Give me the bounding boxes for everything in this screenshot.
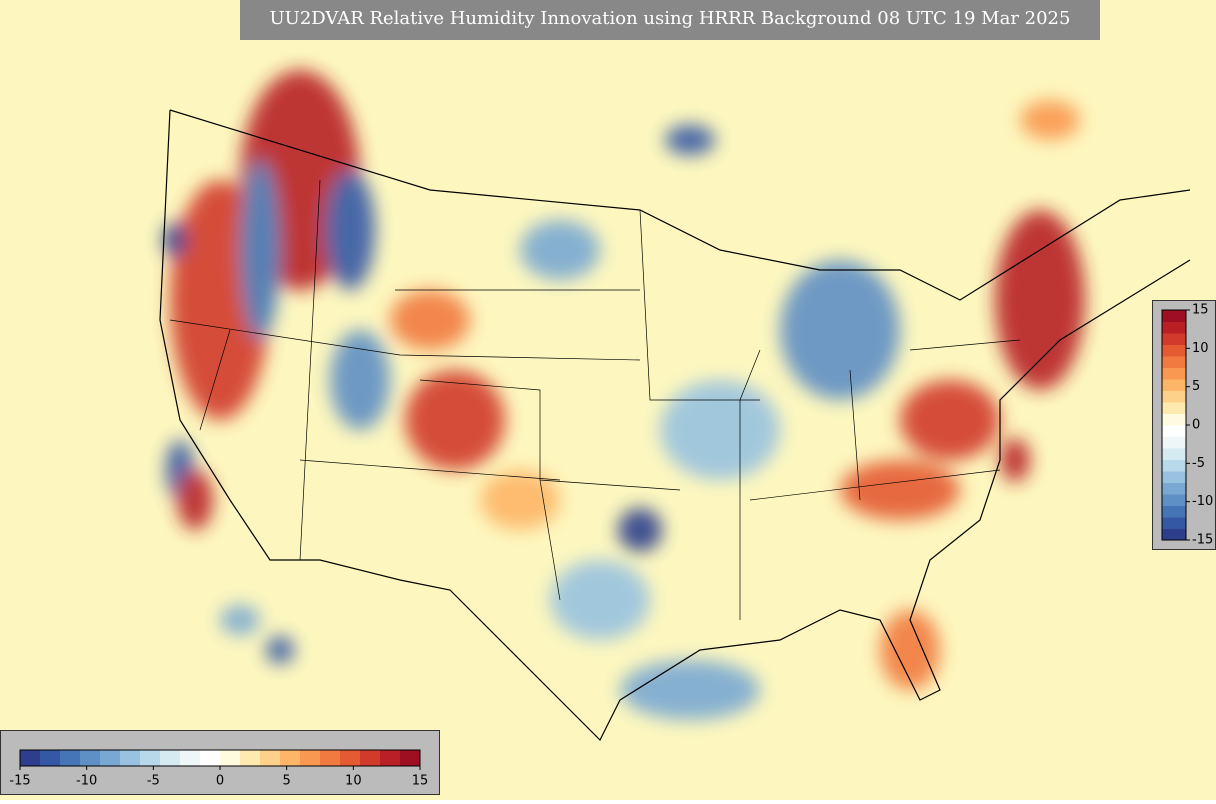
colorbar-segment xyxy=(400,750,421,766)
colorbar-segment xyxy=(60,750,81,766)
colorbar-segment xyxy=(1162,390,1186,403)
tick-label: 5 xyxy=(1192,379,1200,394)
humidity-field xyxy=(163,70,1085,720)
colorbar-segment xyxy=(1162,402,1186,414)
horizontal-colorbar: -15 -10 -5 0 5 10 15 xyxy=(9,749,429,789)
colorbar-segment xyxy=(1162,356,1186,368)
tick-label: -5 xyxy=(147,774,160,789)
colorbar-segment xyxy=(300,750,321,766)
colorbar-segment xyxy=(380,750,401,766)
map-title: UU2DVAR Relative Humidity Innovation usi… xyxy=(270,8,1071,29)
colorbar-segment xyxy=(1162,448,1186,460)
tick-label: -10 xyxy=(76,774,97,789)
colorbar-segment xyxy=(340,750,361,766)
colorbar-segment xyxy=(1162,436,1186,449)
colorbar-segment xyxy=(240,750,261,766)
colorbar-segment xyxy=(260,750,281,766)
tick-label: -10 xyxy=(1192,494,1213,509)
colorbar-segment xyxy=(180,750,201,766)
colorbar-segment xyxy=(1162,517,1186,529)
colorbar-segment xyxy=(220,750,241,766)
colorbar-segment xyxy=(1162,482,1186,495)
colorbar-segment xyxy=(1162,471,1186,483)
colorbar-segment xyxy=(1162,494,1186,506)
colorbar-segment xyxy=(280,750,301,766)
colorbar-segment xyxy=(360,750,381,766)
colorbar-segment xyxy=(1162,413,1186,426)
colorbar-segment xyxy=(1162,459,1186,472)
colorbar-segment xyxy=(20,750,41,766)
colorbar-segment xyxy=(1162,379,1186,391)
colorbar-segment xyxy=(1162,505,1186,518)
coastline xyxy=(159,109,1191,742)
tick-label: -5 xyxy=(1192,456,1205,471)
tick-label: -15 xyxy=(9,774,30,789)
vertical-colorbar: -15 -10 -5 0 5 10 15 xyxy=(1161,303,1213,548)
state-borders xyxy=(169,179,1021,620)
tick-label: 5 xyxy=(283,774,291,789)
tick-label: 15 xyxy=(1192,303,1209,318)
colorbar-segment xyxy=(140,750,161,766)
colorbar-segment xyxy=(1162,367,1186,380)
colorbar-segment xyxy=(1162,333,1186,345)
tick-label: 10 xyxy=(1192,341,1209,356)
tick-label: 10 xyxy=(345,774,362,789)
tick-label: 0 xyxy=(1192,418,1200,433)
colorbar-segment xyxy=(1162,528,1186,541)
colorbar-segment xyxy=(1162,344,1186,357)
tick-label: -15 xyxy=(1192,533,1213,548)
colorbar-segment xyxy=(1162,310,1186,322)
colorbar-segment xyxy=(120,750,141,766)
tick-label: 15 xyxy=(412,774,429,789)
colorbar-segment xyxy=(320,750,341,766)
colorbar-segment xyxy=(100,750,121,766)
colorbar-segment xyxy=(200,750,221,766)
title-box xyxy=(240,0,1100,40)
tick-label: 0 xyxy=(216,774,224,789)
colorbar-segment xyxy=(1162,425,1186,437)
colorbar-segment xyxy=(40,750,61,766)
colorbar-segment xyxy=(80,750,101,766)
colorbar-segment xyxy=(1162,321,1186,334)
colorbar-segment xyxy=(160,750,181,766)
